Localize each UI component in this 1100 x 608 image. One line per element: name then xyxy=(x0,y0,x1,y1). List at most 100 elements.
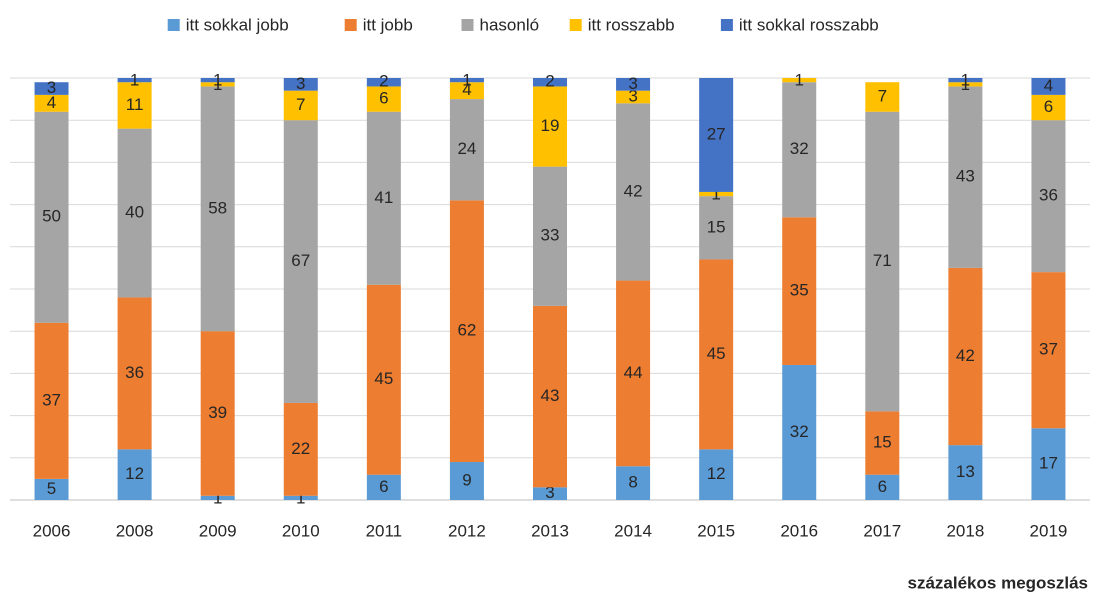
data-label: 1 xyxy=(213,488,222,507)
data-label: 24 xyxy=(457,139,476,158)
legend-swatch xyxy=(720,19,733,31)
bar-segment xyxy=(782,364,817,500)
data-label: 1 xyxy=(961,71,970,90)
bar-segment xyxy=(449,82,484,100)
data-label: 39 xyxy=(208,403,227,422)
bar-segment xyxy=(366,284,401,475)
bar-segment xyxy=(449,200,484,463)
bar-segment xyxy=(616,78,651,91)
bar-segment xyxy=(865,411,900,475)
data-label: 1 xyxy=(296,488,305,507)
bar-segment xyxy=(533,166,567,306)
bar-segment xyxy=(117,78,152,83)
data-label: 1 xyxy=(961,75,970,94)
data-label: 3 xyxy=(296,74,305,93)
bar-segment xyxy=(616,90,651,104)
data-label: 15 xyxy=(873,433,892,452)
data-label: 37 xyxy=(1039,340,1058,359)
data-label: 8 xyxy=(628,473,637,492)
bar-segment xyxy=(283,90,318,121)
data-label: 71 xyxy=(873,251,892,270)
bar-segment xyxy=(366,474,401,500)
bar-segment xyxy=(1031,120,1066,273)
data-label: 40 xyxy=(125,203,144,222)
data-label: 6 xyxy=(379,89,388,108)
data-label: 36 xyxy=(1039,186,1058,205)
x-tick-label: 2006 xyxy=(33,521,71,540)
data-label: 6 xyxy=(878,477,887,496)
bar-segment xyxy=(1031,78,1066,95)
x-tick-label: 2012 xyxy=(448,521,486,540)
data-label: 13 xyxy=(956,462,975,481)
legend-label: itt sokkal rosszabb xyxy=(739,15,879,34)
data-label: 67 xyxy=(291,251,310,270)
bar-segment xyxy=(449,99,484,201)
bar-segment xyxy=(948,445,983,500)
bar-segment xyxy=(34,322,69,479)
data-label: 27 xyxy=(707,124,726,143)
data-label: 7 xyxy=(296,95,305,114)
data-label: 1 xyxy=(130,71,139,90)
data-label: 7 xyxy=(878,86,887,105)
data-label: 44 xyxy=(624,363,643,382)
bar-segment xyxy=(1031,272,1066,429)
legend-label: itt sokkal jobb xyxy=(186,15,289,34)
legend-label: itt jobb xyxy=(363,15,413,34)
bar-segment xyxy=(449,78,484,83)
data-label: 45 xyxy=(707,344,726,363)
bar-segment xyxy=(34,478,69,500)
data-label: 62 xyxy=(457,321,476,340)
data-label: 3 xyxy=(628,86,637,105)
data-label: 22 xyxy=(291,439,310,458)
bar-segment xyxy=(699,196,734,260)
bar-segment xyxy=(200,495,235,500)
x-tick-label: 2011 xyxy=(366,521,403,540)
data-label: 9 xyxy=(462,470,471,489)
x-tick-label: 2008 xyxy=(116,521,154,540)
bar-segment xyxy=(117,297,152,450)
data-label: 12 xyxy=(707,464,726,483)
bar-segment xyxy=(533,78,567,87)
data-label: 32 xyxy=(790,139,809,158)
x-tick-label: 2014 xyxy=(614,521,652,540)
legend-label: hasonló xyxy=(480,15,540,34)
data-label: 11 xyxy=(126,95,144,114)
bar-segment xyxy=(533,305,567,488)
data-label: 4 xyxy=(1044,76,1053,95)
bar-segment xyxy=(117,128,152,298)
data-label: 50 xyxy=(42,207,61,226)
x-tick-label: 2017 xyxy=(863,521,901,540)
bar-segment xyxy=(283,120,318,403)
data-label: 43 xyxy=(956,167,975,186)
bar-segment xyxy=(699,78,734,192)
data-label: 6 xyxy=(379,477,388,496)
bar-segment xyxy=(699,191,734,197)
bar-segment xyxy=(1031,94,1066,121)
x-tick-label: 2013 xyxy=(531,521,569,540)
data-label: 12 xyxy=(125,464,144,483)
bar-segment xyxy=(948,86,983,268)
data-label: 4 xyxy=(47,93,56,112)
data-label: 36 xyxy=(125,363,144,382)
bar-segment xyxy=(699,449,734,500)
bar-segment xyxy=(200,86,235,332)
bar-segment xyxy=(366,86,401,112)
data-label: 37 xyxy=(42,390,61,409)
bar-segment xyxy=(865,111,900,412)
bar-segment xyxy=(449,462,484,500)
bar-segment xyxy=(366,111,401,285)
bar-segment xyxy=(366,78,401,87)
legend-swatch xyxy=(569,19,582,31)
legend-swatch xyxy=(344,19,357,31)
data-label: 1 xyxy=(711,185,720,204)
bar-segment xyxy=(200,331,235,496)
bar-segment xyxy=(200,78,235,83)
bar-segment xyxy=(1031,428,1066,500)
legend-swatch xyxy=(461,19,474,31)
data-label: 4 xyxy=(462,80,471,99)
data-label: 3 xyxy=(47,78,56,97)
data-label: 2 xyxy=(379,72,388,91)
bar-segment xyxy=(533,487,567,500)
bar-segment xyxy=(865,82,900,112)
bar-segment xyxy=(117,82,152,129)
